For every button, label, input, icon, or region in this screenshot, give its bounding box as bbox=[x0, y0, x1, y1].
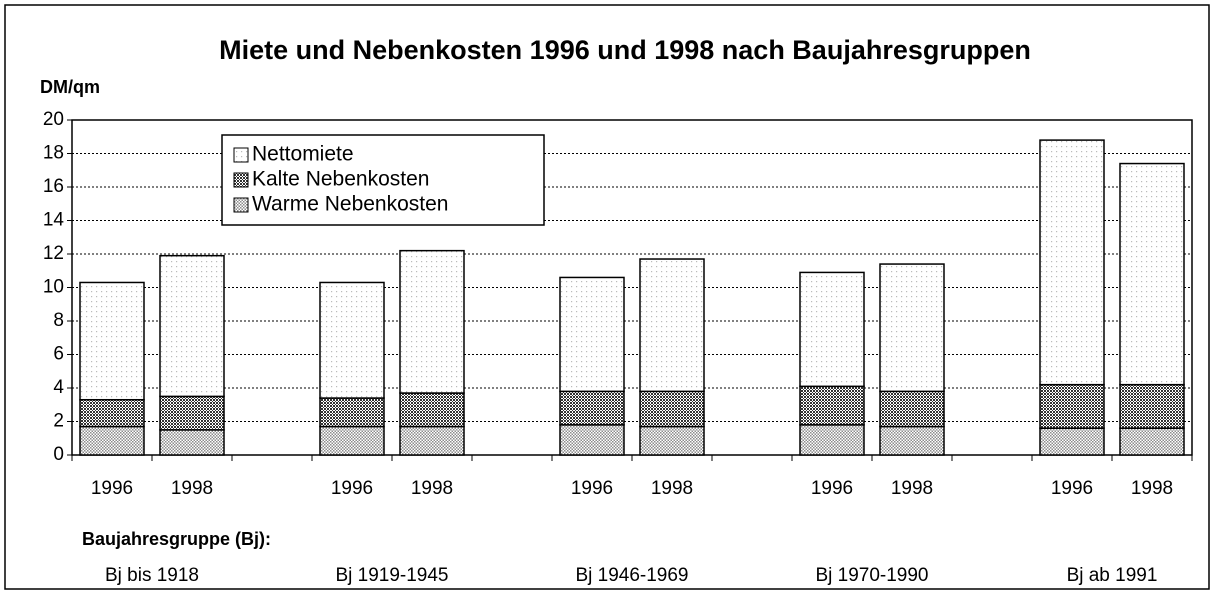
legend-box bbox=[221, 134, 545, 226]
bar-segment bbox=[799, 271, 865, 388]
bar-segment bbox=[559, 276, 625, 393]
y-tick-label: 8 bbox=[53, 310, 64, 331]
chart-title: Miete und Nebenkosten 1996 und 1998 nach… bbox=[219, 35, 1031, 65]
bar-segment bbox=[399, 249, 465, 394]
bar-segment bbox=[879, 263, 945, 393]
bar-segment bbox=[879, 390, 945, 428]
y-axis-label: DM/qm bbox=[40, 77, 100, 97]
x-tick-label: 1998 bbox=[171, 478, 213, 499]
bar-segment bbox=[559, 390, 625, 426]
bar-segment bbox=[1039, 139, 1105, 386]
y-tick-label: 6 bbox=[53, 344, 64, 365]
bar-segment bbox=[1039, 427, 1105, 456]
bar-segment bbox=[159, 395, 225, 431]
frame bbox=[4, 4, 1210, 590]
bar-segment bbox=[1119, 427, 1185, 456]
y-tick-label: 4 bbox=[53, 377, 64, 398]
bar-segment bbox=[79, 281, 145, 401]
y-tick-label: 10 bbox=[43, 277, 64, 298]
x-tick-label: 1998 bbox=[1131, 478, 1173, 499]
bar-segment bbox=[79, 425, 145, 456]
x-tick-label: 1998 bbox=[891, 478, 933, 499]
x-axis-label: Baujahresgruppe (Bj): bbox=[82, 529, 271, 549]
bar-segment bbox=[159, 429, 225, 456]
bar-segment bbox=[319, 425, 385, 456]
group-label: Bj 1919-1945 bbox=[335, 565, 448, 586]
bar-segment bbox=[1119, 383, 1185, 429]
y-tick-label: 20 bbox=[43, 109, 64, 130]
group-label: Bj ab 1991 bbox=[1067, 565, 1158, 586]
legend-swatch bbox=[233, 172, 249, 188]
bar-segment bbox=[159, 254, 225, 398]
bar-segment bbox=[399, 392, 465, 428]
bar-segment bbox=[639, 390, 705, 428]
bar-segment bbox=[879, 425, 945, 456]
group-label: Bj 1946-1969 bbox=[575, 565, 688, 586]
bar-segment bbox=[799, 385, 865, 426]
y-tick-label: 18 bbox=[43, 143, 64, 164]
bar-segment bbox=[1039, 383, 1105, 429]
bar-segment bbox=[399, 425, 465, 456]
y-tick-label: 0 bbox=[53, 444, 64, 465]
bar-segment bbox=[799, 424, 865, 456]
bar-segment bbox=[319, 397, 385, 428]
x-tick-label: 1996 bbox=[811, 478, 853, 499]
y-tick-label: 12 bbox=[43, 243, 64, 264]
legend-label: Nettomiete bbox=[252, 143, 354, 166]
bar-segment bbox=[639, 258, 705, 393]
legend-label: Kalte Nebenkosten bbox=[252, 168, 429, 191]
x-tick-label: 1996 bbox=[331, 478, 373, 499]
y-tick-label: 14 bbox=[43, 210, 65, 231]
legend-swatch bbox=[233, 147, 249, 163]
legend-swatch bbox=[233, 197, 249, 213]
group-label: Bj bis 1918 bbox=[105, 565, 199, 586]
x-tick-label: 1996 bbox=[91, 478, 133, 499]
x-tick-label: 1996 bbox=[1051, 478, 1093, 499]
bar-segment bbox=[559, 424, 625, 456]
x-tick-label: 1998 bbox=[651, 478, 693, 499]
y-tick-label: 2 bbox=[53, 411, 64, 432]
x-tick-label: 1998 bbox=[411, 478, 453, 499]
bar-segment bbox=[319, 281, 385, 399]
legend-label: Warme Nebenkosten bbox=[252, 193, 448, 216]
y-tick-label: 16 bbox=[43, 176, 64, 197]
x-tick-label: 1996 bbox=[571, 478, 613, 499]
group-label: Bj 1970-1990 bbox=[815, 565, 928, 586]
bar-segment bbox=[1119, 162, 1185, 386]
bar-segment bbox=[79, 398, 145, 428]
bar-segment bbox=[639, 425, 705, 456]
